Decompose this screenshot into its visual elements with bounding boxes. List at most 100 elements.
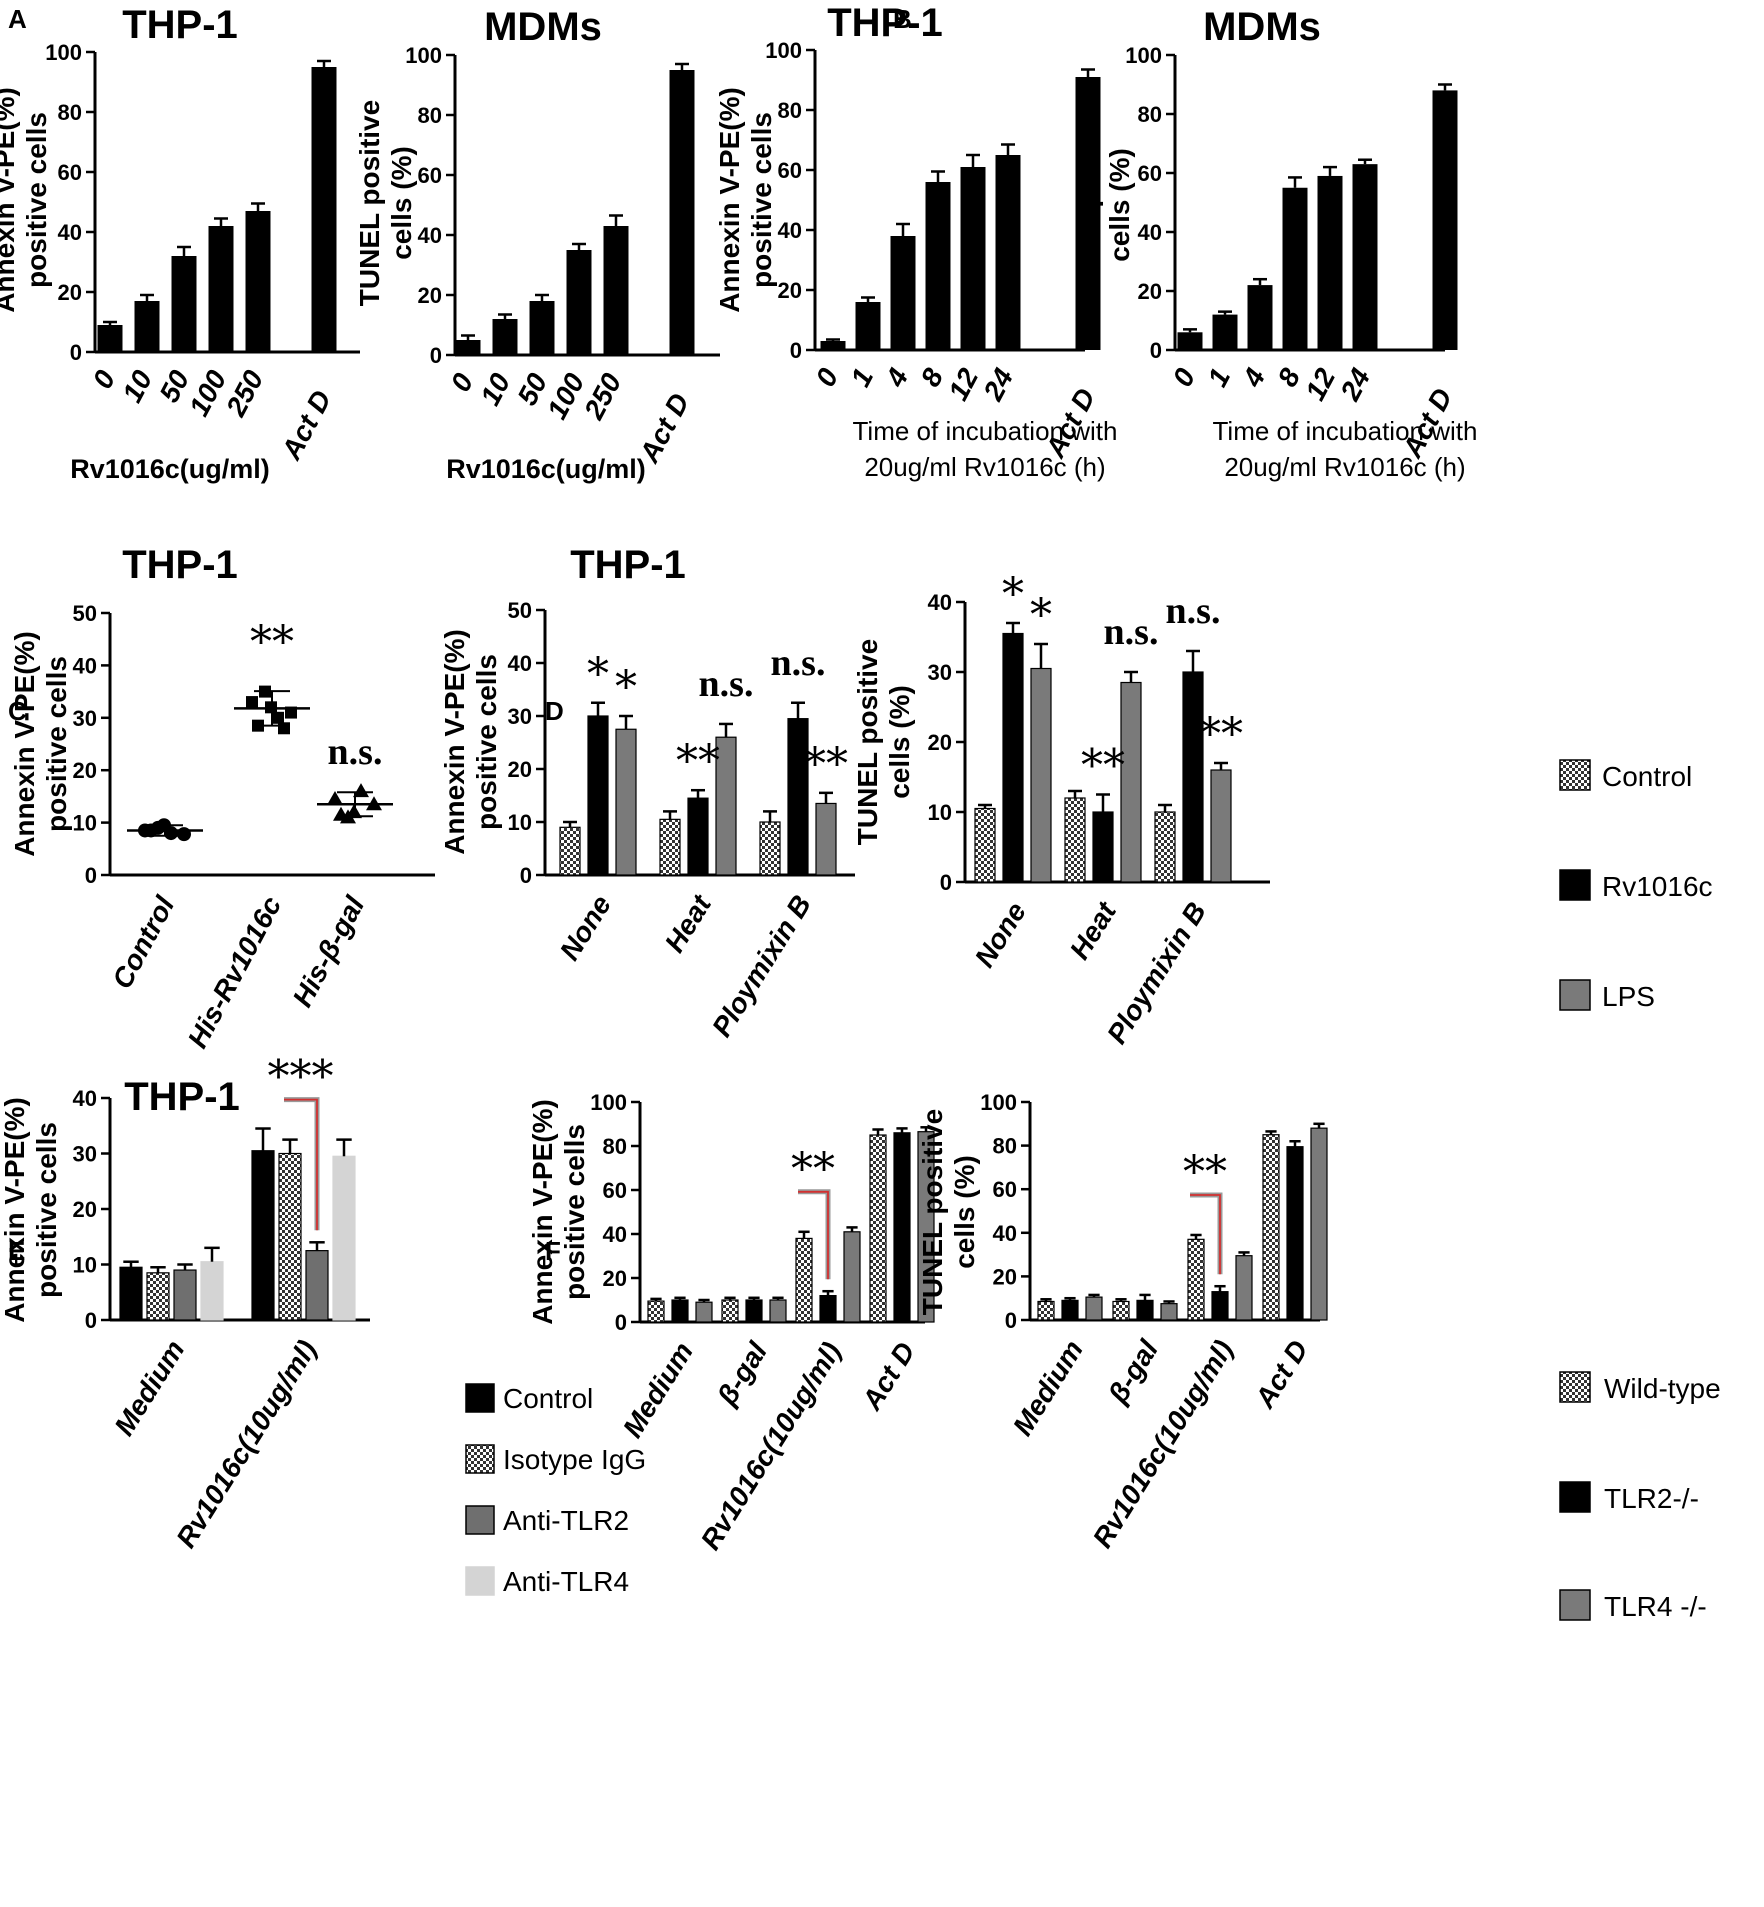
- y-axis-label-line: cells (%): [386, 146, 417, 260]
- bar-medium-tlr2: [671, 1299, 689, 1323]
- x-tick-label-medium: Medium: [108, 1335, 190, 1441]
- panel-label-e: E: [8, 1236, 25, 1266]
- y-tick-label: 50: [73, 601, 97, 626]
- y-tick-label: 40: [778, 218, 802, 243]
- x-tick-label-medium: Medium: [1007, 1335, 1089, 1441]
- bar-rv1016c-10ug-ml-anti-tlr2: [305, 1250, 329, 1321]
- y-tick-label: 60: [993, 1177, 1017, 1202]
- x-tick-label-4: 4: [879, 363, 914, 393]
- point-his-gal: [353, 783, 369, 798]
- point-his-rv1016c: [278, 722, 290, 735]
- bar-0: [820, 341, 846, 350]
- y-tick-label: 40: [73, 653, 97, 678]
- y-axis-label-line: positive cells: [559, 1124, 590, 1300]
- bar-none-lps: [615, 728, 637, 876]
- y-tick-label: 60: [603, 1178, 627, 1203]
- legend-swatch-rv1016c: [1559, 869, 1591, 901]
- bar-none-control: [974, 807, 996, 883]
- x-axis-label-line: Rv1016c(ug/ml): [70, 454, 270, 484]
- x-tick-label-0: 0: [445, 368, 480, 397]
- legend-swatch-anti-tlr2: [465, 1505, 495, 1535]
- y-axis-label-line: Annexin V-PE(%): [714, 87, 745, 313]
- y-tick-label: 10: [73, 811, 97, 836]
- y-axis-label-line: TUNEL positive: [852, 639, 883, 845]
- y-tick-label: 20: [993, 1264, 1017, 1289]
- bar-100: [208, 226, 234, 352]
- bar-act-d-wild-type: [869, 1134, 887, 1323]
- x-tick-label-rv1016c-10ug-ml: Rv1016c(10ug/ml): [170, 1335, 322, 1553]
- chart-title: THP-1: [570, 543, 686, 587]
- legend-label-control: Control: [1602, 761, 1692, 792]
- x-axis-label-line: 20ug/ml Rv1016c (h): [864, 452, 1105, 482]
- y-tick-label: 0: [615, 1310, 627, 1335]
- legend-label-anti-tlr2: Anti-TLR2: [503, 1505, 629, 1536]
- legend-d: Control Rv1016c LPS: [1559, 759, 1713, 1012]
- x-tick-label-0: 0: [87, 365, 122, 394]
- significance-label: **: [1183, 1147, 1227, 1198]
- x-tick-label-act-d: Act D: [856, 1337, 922, 1416]
- x-tick-label-12: 12: [1299, 363, 1341, 405]
- legend-label-anti-tlr4: Anti-TLR4: [503, 1566, 629, 1597]
- chart-title: THP-1: [122, 3, 238, 47]
- y-axis-label-line: positive cells: [21, 112, 52, 288]
- x-tick-label-control: Control: [106, 890, 181, 994]
- y-tick-label: 0: [70, 340, 82, 365]
- y-tick-label: 20: [603, 1266, 627, 1291]
- x-tick-label-none: None: [554, 890, 617, 966]
- significance-label: n.s.: [328, 731, 383, 773]
- y-axis-label: Annexin V-PE(%)positive cells: [0, 1097, 62, 1323]
- bar-act-d-tlr2: [893, 1132, 911, 1323]
- bar-4: [1247, 285, 1273, 350]
- bar-rv1016c-10ug-ml-tlr4: [1235, 1255, 1253, 1321]
- bar-24: [995, 155, 1021, 350]
- significance-label: *: [615, 662, 637, 713]
- bar-heat-rv1016c: [1092, 811, 1114, 883]
- significance-label: **: [791, 1144, 835, 1195]
- y-tick-label: 20: [508, 757, 532, 782]
- x-axis-label: Time of incubation with 20ug/ml Rv1016c (…: [1213, 416, 1478, 482]
- x-tick-label-heat: Heat: [659, 888, 718, 957]
- significance-bracket: [1190, 1194, 1221, 1275]
- bar-medium-anti-tlr4: [200, 1261, 224, 1321]
- y-axis-label: TUNEL positivecells (%): [852, 639, 915, 845]
- y-tick-label: 40: [418, 223, 442, 248]
- legend-swatch-lps: [1559, 979, 1591, 1011]
- legend-swatch-control: [1559, 759, 1591, 791]
- bar-12: [1317, 175, 1343, 350]
- legend-label-control: Control: [503, 1383, 593, 1414]
- y-tick-label: 40: [928, 590, 952, 615]
- bar-1: [1212, 314, 1238, 350]
- bar-gal-tlr2: [1136, 1299, 1154, 1321]
- significance-label: **: [804, 739, 848, 790]
- x-tick-label-100: 100: [541, 368, 591, 424]
- x-tick-label-10: 10: [474, 368, 516, 410]
- bar-act-d: [1075, 77, 1101, 350]
- panel-label-d: D: [545, 696, 564, 726]
- legend-label-isotype-igg: Isotype IgG: [503, 1444, 646, 1475]
- bar-gal-tlr4: [769, 1299, 787, 1323]
- y-tick-label: 0: [1150, 338, 1162, 363]
- bar-rv1016c-10ug-ml-isotype-igg: [278, 1152, 302, 1321]
- x-axis-label-line: Rv1016c(ug/ml): [446, 454, 646, 484]
- y-axis-label-line: Annexin V-PE(%): [9, 631, 40, 857]
- x-tick-label-rv1016c-10ug-ml: Rv1016c(10ug/ml): [1087, 1335, 1239, 1553]
- y-axis-label-line: positive cells: [746, 112, 777, 288]
- bar-ploymixin-b-lps: [1210, 769, 1232, 883]
- bar-medium-tlr2: [1061, 1299, 1079, 1321]
- chart-title: THP-1: [124, 1075, 240, 1119]
- legend-label-tlr4-ko: TLR4 -/-: [1604, 1591, 1707, 1622]
- legend-label-tlr2-ko: TLR2-/-: [1604, 1483, 1699, 1514]
- chart-title: THP-1: [122, 543, 238, 587]
- bar-100: [566, 250, 592, 355]
- y-axis-label-line: Annexin V-PE(%): [0, 1097, 30, 1323]
- bar-none-control: [559, 826, 581, 876]
- significance-label: **: [250, 617, 294, 668]
- legend-swatch-isotype-igg: [465, 1444, 495, 1474]
- x-tick-label-heat: Heat: [1064, 895, 1123, 964]
- y-axis-label: Annexin V-PE(%)positive cells: [439, 629, 502, 855]
- significance-bracket: [284, 1098, 318, 1231]
- bar-medium-control: [119, 1266, 143, 1321]
- y-axis-label: TUNEL positivecells (%): [1072, 102, 1135, 308]
- x-tick-label-0: 0: [810, 363, 845, 392]
- y-tick-label: 30: [928, 660, 952, 685]
